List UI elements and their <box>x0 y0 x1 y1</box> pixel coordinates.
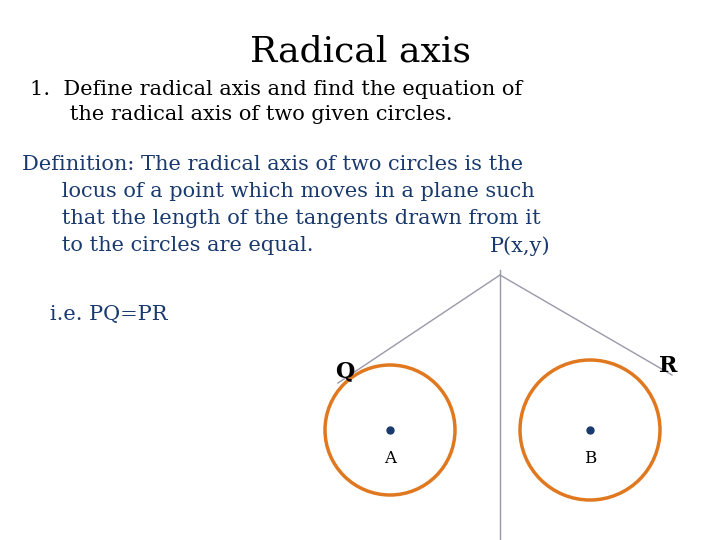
Text: Radical axis: Radical axis <box>250 35 470 69</box>
Text: R: R <box>659 355 678 377</box>
Text: Definition: The radical axis of two circles is the: Definition: The radical axis of two circ… <box>22 155 523 174</box>
Text: 1.  Define radical axis and find the equation of: 1. Define radical axis and find the equa… <box>30 80 522 99</box>
Text: B: B <box>584 450 596 467</box>
Text: A: A <box>384 450 396 467</box>
Text: the radical axis of two given circles.: the radical axis of two given circles. <box>30 105 452 124</box>
Text: that the length of the tangents drawn from it: that the length of the tangents drawn fr… <box>22 209 541 228</box>
Text: Q: Q <box>336 360 355 382</box>
Text: locus of a point which moves in a plane such: locus of a point which moves in a plane … <box>22 182 535 201</box>
Text: P(x,y): P(x,y) <box>490 236 551 255</box>
Text: i.e. PQ=PR: i.e. PQ=PR <box>30 305 168 324</box>
Text: to the circles are equal.: to the circles are equal. <box>22 236 313 255</box>
